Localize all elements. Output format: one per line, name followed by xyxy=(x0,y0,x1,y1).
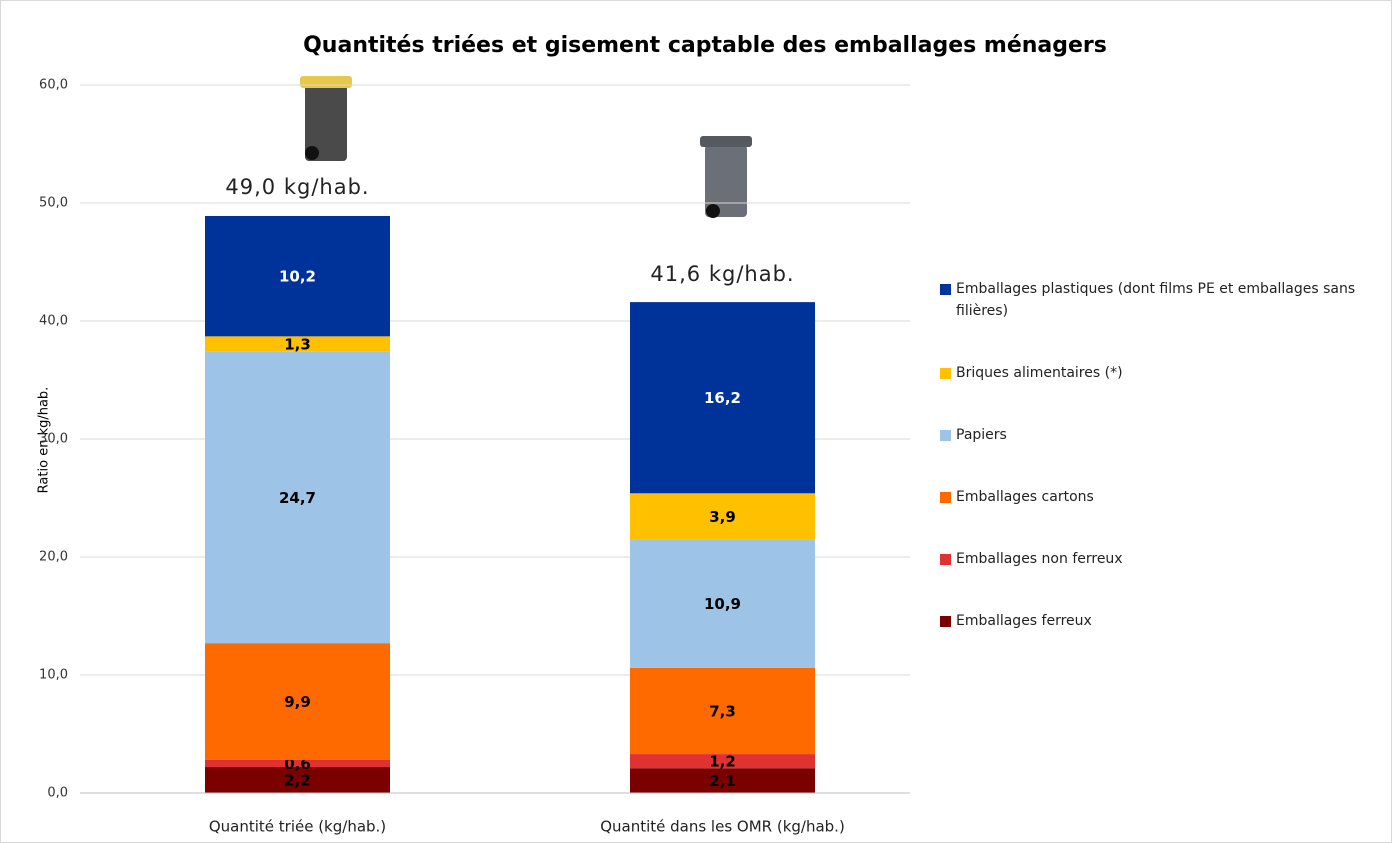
legend-swatch xyxy=(940,368,951,379)
legend: Emballages plastiques (dont films PE et … xyxy=(940,278,1380,632)
legend-label: Emballages non ferreux xyxy=(956,551,1123,567)
legend-label: Papiers xyxy=(956,427,1007,443)
legend-label: Emballages plastiques (dont films PE et … xyxy=(956,281,1355,319)
data-label: 24,7 xyxy=(279,489,316,507)
y-tick-label: 0,0 xyxy=(47,786,68,801)
legend-item: Papiers xyxy=(940,424,1380,446)
data-label: 1,3 xyxy=(284,336,311,354)
legend-item: Briques alimentaires (*) xyxy=(940,362,1380,384)
legend-swatch xyxy=(940,430,951,441)
page: Quantités triées et gisement captable de… xyxy=(0,0,1392,843)
legend-item: Emballages plastiques (dont films PE et … xyxy=(940,278,1380,322)
legend-item: Emballages ferreux xyxy=(940,610,1380,632)
data-label: 10,2 xyxy=(279,268,316,286)
y-tick-label: 40,0 xyxy=(39,314,68,329)
legend-swatch xyxy=(940,616,951,627)
data-label: 16,2 xyxy=(704,389,741,407)
legend-label: Emballages ferreux xyxy=(956,613,1092,629)
data-label: 7,3 xyxy=(709,702,736,720)
y-tick-label: 10,0 xyxy=(39,668,68,683)
legend-swatch xyxy=(940,554,951,565)
y-tick-label: 30,0 xyxy=(39,432,68,447)
legend-item: Emballages non ferreux xyxy=(940,548,1380,570)
bin-icon-grey xyxy=(700,136,752,218)
y-tick-label: 50,0 xyxy=(39,196,68,211)
chart-title: Quantités triées et gisement captable de… xyxy=(303,33,1107,58)
x-tick-label: Quantité dans les OMR (kg/hab.) xyxy=(600,818,845,836)
data-label: 10,9 xyxy=(704,595,741,613)
data-label: 1,2 xyxy=(709,753,736,771)
data-label: 2,1 xyxy=(709,772,736,790)
data-label: 3,9 xyxy=(709,508,736,526)
y-tick-label: 60,0 xyxy=(39,78,68,93)
legend-item: Emballages cartons xyxy=(940,486,1380,508)
data-label: 9,9 xyxy=(284,693,311,711)
total-label: 41,6 kg/hab. xyxy=(650,262,794,286)
legend-swatch xyxy=(940,284,951,295)
bin-icon-yellow xyxy=(300,76,352,161)
legend-label: Briques alimentaires (*) xyxy=(956,365,1123,381)
data-label: 2,2 xyxy=(284,772,311,790)
x-tick-label: Quantité triée (kg/hab.) xyxy=(209,818,386,836)
total-label: 49,0 kg/hab. xyxy=(225,175,369,199)
legend-label: Emballages cartons xyxy=(956,489,1094,505)
legend-swatch xyxy=(940,492,951,503)
y-tick-label: 20,0 xyxy=(39,550,68,565)
